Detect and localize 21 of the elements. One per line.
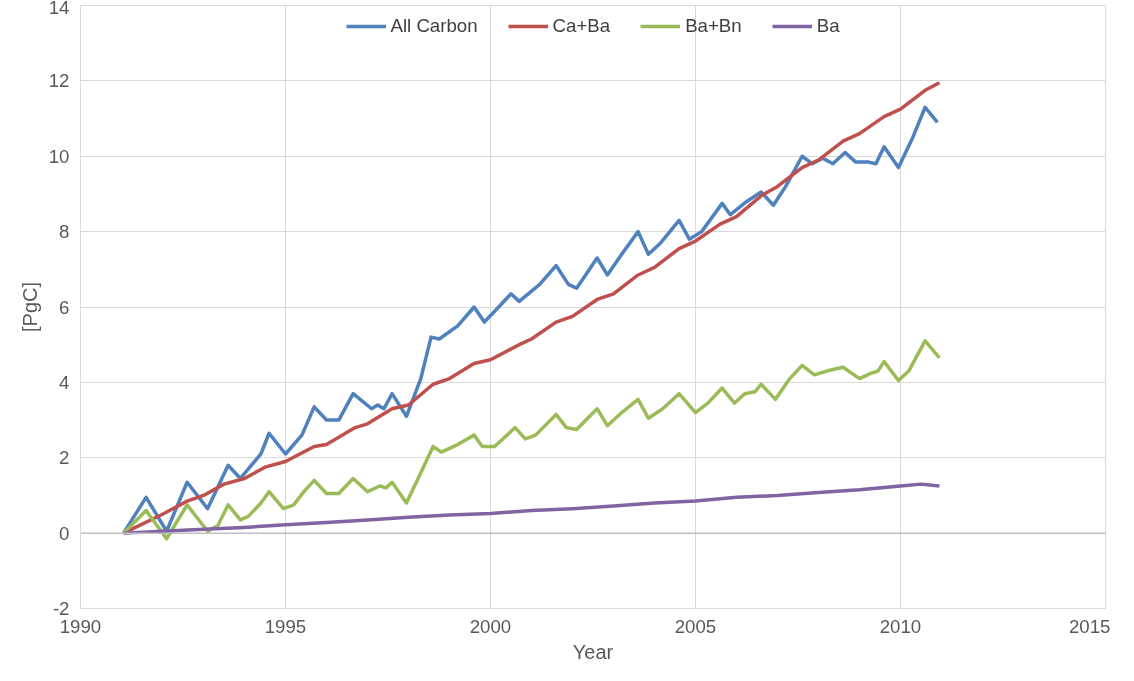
y-tick-label: 12 <box>48 70 70 92</box>
y-tick-label: 6 <box>59 296 70 318</box>
y-tick-label: 8 <box>59 221 70 243</box>
x-tick-label: 2000 <box>469 615 512 637</box>
legend-label: All Carbon <box>390 15 478 37</box>
x-tick-label: 2005 <box>674 615 717 637</box>
y-tick-label: 2 <box>59 447 70 469</box>
line-series <box>121 339 942 541</box>
y-axis-title: [PgC] <box>18 281 41 333</box>
y-tick-label: 4 <box>59 371 70 393</box>
line-series <box>121 482 942 535</box>
legend-label: Ba <box>816 15 840 37</box>
legend-label: Ba+Bn <box>685 15 742 37</box>
x-axis-title: Year <box>572 640 614 663</box>
x-tick-label: 2010 <box>879 615 922 637</box>
y-tick-label: 10 <box>48 145 70 167</box>
x-tick-label: 2015 <box>1069 615 1111 637</box>
y-tick-label: 0 <box>59 522 70 544</box>
legend-label: Ca+Ba <box>552 15 611 37</box>
y-tick-label: 14 <box>48 0 70 18</box>
x-tick-label: 1995 <box>264 615 307 637</box>
